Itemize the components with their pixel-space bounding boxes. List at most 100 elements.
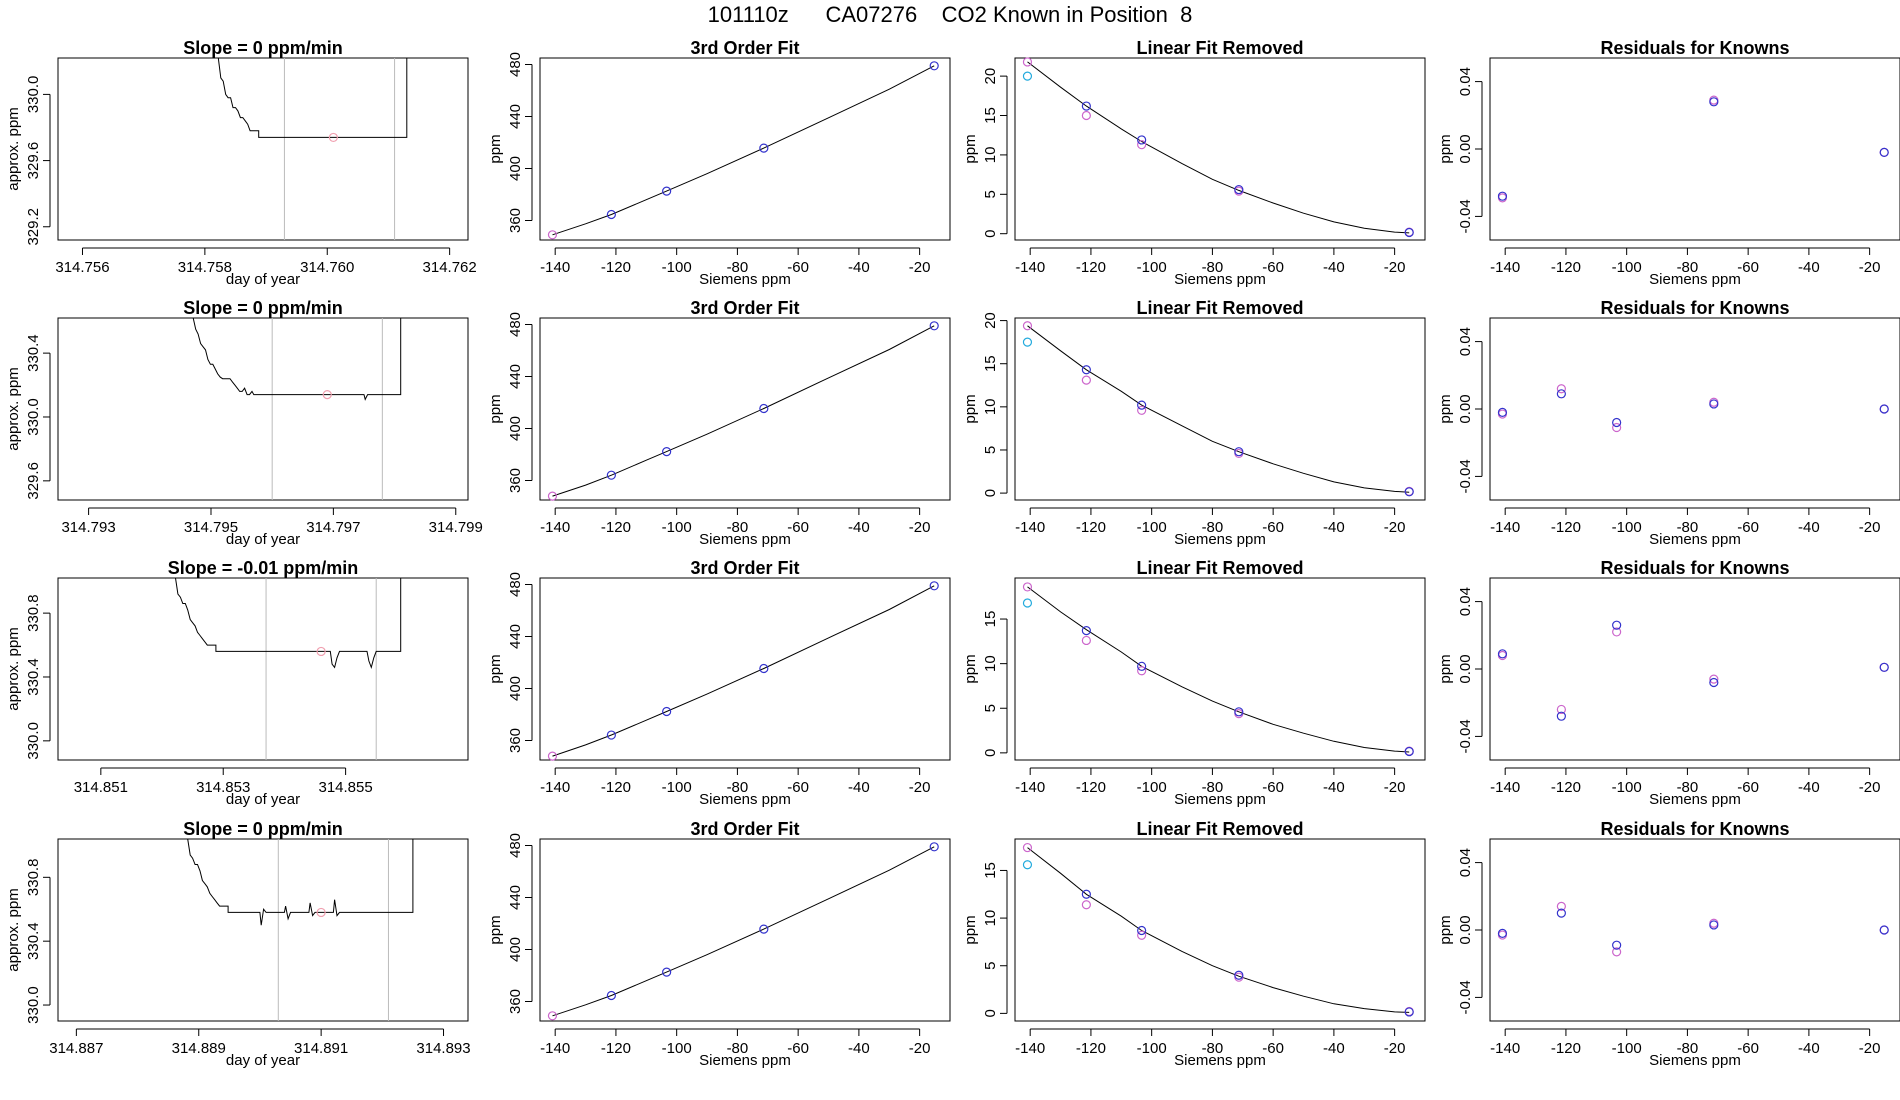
y-tick-label: 330.8 (25, 859, 42, 897)
y-tick-label: 329.2 (25, 208, 42, 246)
x-tick-label: -120 (1076, 1040, 1106, 1057)
data-point (328, 132, 338, 143)
y-tick-label: 360 (507, 468, 524, 493)
data-point (662, 186, 672, 196)
x-tick-label: 314.855 (318, 779, 372, 796)
x-tick-label: -120 (1076, 779, 1106, 796)
data-layer (552, 325, 935, 497)
data-point (1081, 889, 1091, 899)
data-point (1404, 487, 1414, 497)
x-tick-label: -20 (909, 259, 931, 276)
chart-panel-r1c0: Slope = 0 ppm/min 314.793 314.795 314.797 31… (5, 298, 483, 548)
x-tick-label: -60 (1737, 1040, 1759, 1057)
x-axis-label: Siemens ppm (1649, 531, 1741, 548)
x-tick-label: -60 (1737, 779, 1759, 796)
x-tick-label: -20 (1859, 519, 1881, 536)
x-tick-label: -100 (1612, 779, 1642, 796)
x-tick-label: 314.887 (49, 1040, 103, 1057)
chart-title: 3rd Order Fit (690, 38, 799, 58)
x-tick-label: -40 (848, 259, 870, 276)
data-point (1022, 71, 1033, 81)
data-point (759, 403, 769, 414)
x-tick-label: 314.762 (423, 259, 477, 276)
x-tick-label: -80 (1677, 1040, 1699, 1057)
data-point (1612, 422, 1622, 433)
data-point (1404, 746, 1414, 757)
x-tick-label: 314.893 (416, 1040, 470, 1057)
chart-title: 3rd Order Fit (690, 298, 799, 318)
x-tick-label: -20 (909, 519, 931, 536)
y-tick-label: 20 (982, 312, 999, 329)
y-tick-label: 0.00 (1457, 134, 1474, 163)
chart-title: Slope = 0 ppm/min (183, 298, 343, 318)
x-tick-label: -20 (1859, 779, 1881, 796)
x-tick-label: -80 (1202, 519, 1224, 536)
data-layer (1027, 586, 1410, 753)
series-line (552, 585, 935, 757)
y-tick-label: 5 (982, 190, 999, 198)
data-point (1081, 635, 1091, 646)
y-tick-label: 0.04 (1457, 848, 1474, 877)
data-point (662, 967, 672, 977)
y-axis-label: approx. ppm (5, 367, 22, 450)
x-tick-label: -60 (1262, 259, 1284, 276)
x-tick-label: 314.758 (178, 259, 232, 276)
data-point (606, 990, 616, 1001)
x-tick-label: -140 (1490, 779, 1520, 796)
y-tick-label: 5 (982, 704, 999, 712)
x-tick-label: -60 (787, 519, 809, 536)
y-tick-label: 400 (507, 416, 524, 441)
x-axis-label: day of year (226, 1052, 300, 1069)
chart-title: Residuals for Knowns (1600, 558, 1789, 578)
x-tick-label: -140 (1490, 519, 1520, 536)
chart-title: Residuals for Knowns (1600, 298, 1789, 318)
data-point (1022, 337, 1033, 347)
chart-title: Linear Fit Removed (1136, 298, 1303, 318)
y-tick-label: 360 (507, 208, 524, 233)
y-tick-label: 0.00 (1457, 394, 1474, 423)
y-tick-label: 330.0 (25, 722, 42, 760)
x-tick-label: -20 (1384, 259, 1406, 276)
series-line (1027, 61, 1410, 234)
data-point (662, 447, 672, 457)
x-tick-label: -40 (1798, 1040, 1820, 1057)
data-point (1709, 399, 1719, 409)
x-tick-label: 314.793 (61, 519, 115, 536)
data-layer (552, 65, 935, 236)
y-tick-label: 329.6 (25, 142, 42, 180)
data-point (1022, 598, 1033, 608)
y-tick-label: 330.4 (25, 922, 42, 960)
data-point (1234, 970, 1244, 980)
data-point (759, 143, 769, 153)
data-layer (1027, 61, 1410, 234)
x-tick-label: -40 (848, 519, 870, 536)
chart-panel-r0c0: Slope = 0 ppm/min 314.756 314.758 314.760 31… (5, 38, 477, 288)
data-point (1137, 925, 1147, 936)
x-axis-label: day of year (226, 791, 300, 808)
plot-frame (1014, 57, 1426, 241)
x-tick-label: -40 (1323, 259, 1345, 276)
y-tick-label: 480 (507, 312, 524, 337)
figure-title: 101110z CA07276 CO2 Known in Position 8 (707, 2, 1193, 27)
x-tick-label: 314.853 (196, 779, 250, 796)
chart-panel-r0c1: 3rd Order Fit -140 -120 -100 -80 -60 -40 -20 Sie… (487, 38, 951, 288)
y-tick-label: 0 (982, 749, 999, 757)
y-tick-label: 440 (507, 624, 524, 649)
data-point (1404, 227, 1414, 238)
x-tick-label: -120 (601, 779, 631, 796)
data-point (322, 390, 332, 400)
x-tick-label: -100 (1137, 779, 1167, 796)
data-point (606, 209, 616, 220)
data-point (1234, 707, 1244, 717)
chart-title: 3rd Order Fit (690, 558, 799, 578)
data-point (1709, 677, 1719, 688)
x-axis-label: Siemens ppm (1649, 1052, 1741, 1069)
data-point (1137, 135, 1147, 145)
plot-frame (1489, 577, 1900, 761)
y-tick-label: 10 (982, 910, 999, 927)
data-point (606, 730, 616, 740)
x-tick-label: -20 (909, 779, 931, 796)
x-tick-label: -120 (1551, 519, 1581, 536)
data-point (1556, 384, 1566, 394)
y-axis-label: approx. ppm (5, 888, 22, 971)
